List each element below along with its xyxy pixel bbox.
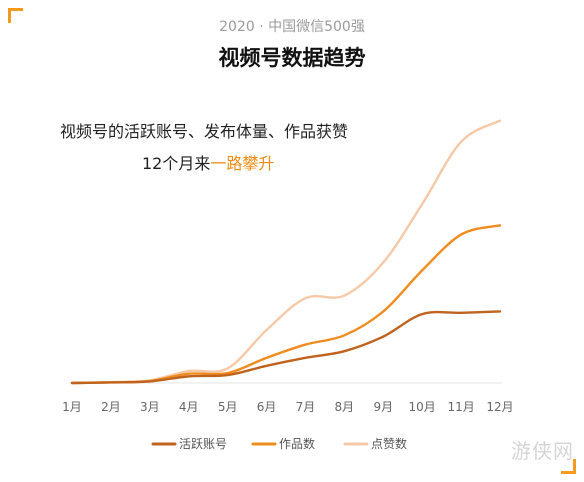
x-tick-label: 9月 [373,400,393,414]
x-tick-label: 4月 [179,400,199,414]
x-tick-label: 12月 [486,400,513,414]
legend: 活跃账号 作品数 点赞数 [151,436,407,451]
x-tick-label: 8月 [335,400,355,414]
series-lines [70,119,502,385]
annotation-highlight: 一路攀升 [210,154,275,173]
x-tick-label: 5月 [218,400,238,414]
annotation-line-2: 12个月来一路攀升 [142,150,274,174]
x-tick-labels: 1月 2月 3月 4月 5月 6月 7月 8月 9月 10月 11月 12月 [62,400,513,414]
x-tick-label: 11月 [447,400,474,414]
series-line-1 [70,310,502,385]
chart-subtitle: 2020 · 中国微信500强 [219,19,365,35]
x-tick-label: 7月 [296,400,316,414]
series-line-2 [70,224,502,385]
frame-corner-bottom-right [561,459,576,474]
watermark-logo: 游侠网 [511,439,574,463]
chart-title: 视频号数据趋势 [218,46,366,70]
x-tick-label: 6月 [257,400,277,414]
series-line-3 [70,119,502,385]
legend-label: 作品数 [279,436,315,451]
annotation-prefix: 12个月来 [142,154,211,173]
legend-label: 点赞数 [371,436,407,451]
annotation-line-1: 视频号的活跃账号、发布体量、作品获赞 [60,122,349,141]
x-tick-label: 3月 [140,400,160,414]
x-tick-label: 1月 [62,400,82,414]
x-tick-label: 2月 [101,400,121,414]
legend-label: 活跃账号 [179,437,227,451]
frame-corner-top-left [8,8,23,23]
x-tick-label: 10月 [409,400,436,414]
